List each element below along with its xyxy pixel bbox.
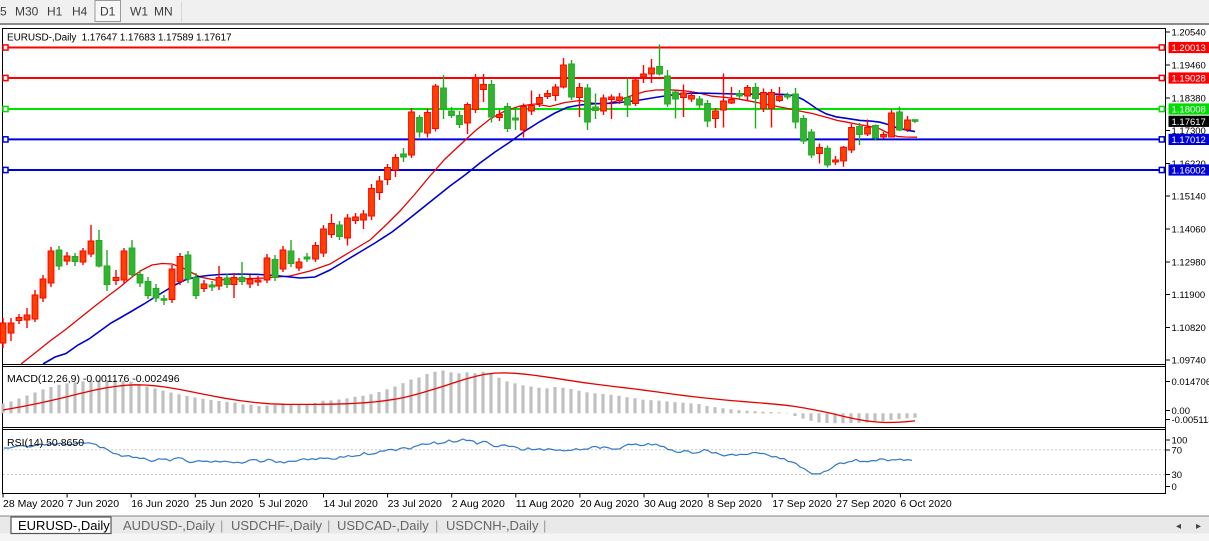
svg-text:RSI(14) 50.8650: RSI(14) 50.8650 xyxy=(7,437,84,449)
svg-text:5: 5 xyxy=(0,5,7,19)
svg-text:30: 30 xyxy=(1172,470,1183,481)
svg-text:W1: W1 xyxy=(130,5,148,19)
svg-text:17 Sep 2020: 17 Sep 2020 xyxy=(772,498,832,510)
svg-text:27 Sep 2020: 27 Sep 2020 xyxy=(836,498,896,510)
svg-text:1.17012: 1.17012 xyxy=(1172,135,1206,146)
svg-text:2 Aug 2020: 2 Aug 2020 xyxy=(452,498,505,510)
svg-text:USDCHF-,Daily: USDCHF-,Daily xyxy=(231,518,323,533)
svg-text:USDCAD-,Daily: USDCAD-,Daily xyxy=(337,518,429,533)
svg-text:H1: H1 xyxy=(47,5,63,19)
svg-text:1.20013: 1.20013 xyxy=(1172,43,1206,54)
svg-text:28 May 2020: 28 May 2020 xyxy=(3,498,64,510)
svg-text:1.09740: 1.09740 xyxy=(1172,356,1206,367)
svg-text:25 Jun 2020: 25 Jun 2020 xyxy=(195,498,253,510)
svg-text:MACD(12,26,9) -0.001176 -0.002: MACD(12,26,9) -0.001176 -0.002496 xyxy=(7,373,180,385)
svg-text:1.18008: 1.18008 xyxy=(1172,105,1206,116)
svg-text:8 Sep 2020: 8 Sep 2020 xyxy=(708,498,762,510)
svg-text:1.19460: 1.19460 xyxy=(1172,61,1206,72)
svg-text:H4: H4 xyxy=(72,5,88,19)
svg-text:1.20540: 1.20540 xyxy=(1172,28,1206,39)
svg-text:100: 100 xyxy=(1172,436,1188,447)
svg-text:0.014706: 0.014706 xyxy=(1172,377,1209,388)
svg-text:1.15140: 1.15140 xyxy=(1172,192,1206,203)
svg-text:1.16002: 1.16002 xyxy=(1172,166,1206,177)
svg-text:1.17300: 1.17300 xyxy=(1172,126,1206,137)
svg-text:USDCNH-,Daily: USDCNH-,Daily xyxy=(446,518,539,533)
svg-text:30 Aug 2020: 30 Aug 2020 xyxy=(644,498,703,510)
svg-text:◂: ◂ xyxy=(1176,521,1181,532)
svg-text:D1: D1 xyxy=(100,5,116,19)
svg-text:M30: M30 xyxy=(15,5,39,19)
svg-text:6 Oct 2020: 6 Oct 2020 xyxy=(900,498,952,510)
svg-text:23 Jul 2020: 23 Jul 2020 xyxy=(388,498,442,510)
svg-text:1.14060: 1.14060 xyxy=(1172,225,1206,236)
svg-text:|: | xyxy=(435,518,438,533)
svg-text:EURUSD-,Daily: EURUSD-,Daily xyxy=(18,518,110,533)
svg-text:5 Jul 2020: 5 Jul 2020 xyxy=(259,498,308,510)
svg-text:0: 0 xyxy=(1172,482,1177,493)
svg-text:20 Aug 2020: 20 Aug 2020 xyxy=(580,498,639,510)
svg-text:|: | xyxy=(220,518,223,533)
svg-text:16 Jun 2020: 16 Jun 2020 xyxy=(131,498,189,510)
svg-text:14 Jul 2020: 14 Jul 2020 xyxy=(324,498,378,510)
svg-text:|: | xyxy=(543,518,546,533)
svg-text:70: 70 xyxy=(1172,445,1183,456)
svg-text:1.19028: 1.19028 xyxy=(1172,74,1206,85)
svg-text:▸: ▸ xyxy=(1196,521,1201,532)
svg-text:11 Aug 2020: 11 Aug 2020 xyxy=(516,498,574,510)
svg-text:1.18380: 1.18380 xyxy=(1172,93,1206,104)
svg-text:-0.005113: -0.005113 xyxy=(1172,415,1209,426)
svg-text:1.17617: 1.17617 xyxy=(1172,117,1206,128)
svg-text:0.00: 0.00 xyxy=(1172,406,1191,417)
svg-text:MN: MN xyxy=(154,5,173,19)
svg-text:7 Jun 2020: 7 Jun 2020 xyxy=(67,498,119,510)
svg-text:1.12980: 1.12980 xyxy=(1172,257,1206,268)
svg-text:1.11900: 1.11900 xyxy=(1172,290,1206,301)
svg-text:EURUSD-,Daily 1.17647 1.17683: EURUSD-,Daily 1.17647 1.17683 1.17589 1.… xyxy=(7,33,232,44)
svg-text:|: | xyxy=(327,518,330,533)
svg-text:AUDUSD-,Daily: AUDUSD-,Daily xyxy=(123,518,215,533)
svg-text:1.10820: 1.10820 xyxy=(1172,323,1206,334)
